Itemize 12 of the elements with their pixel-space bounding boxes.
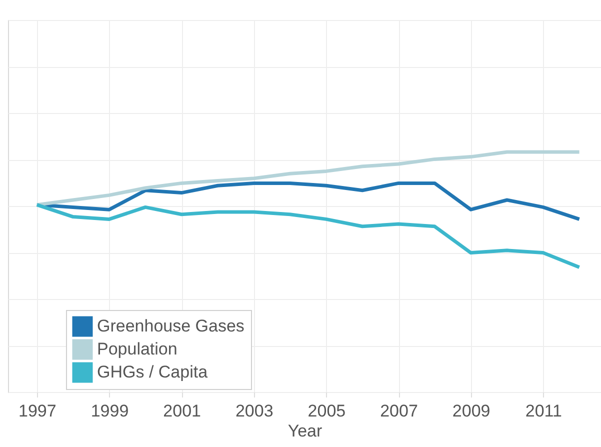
x-tick-label: 2007 — [380, 402, 418, 420]
x-tick-label: 2001 — [163, 402, 201, 420]
x-axis-title: Year — [288, 422, 323, 440]
x-tick-label: 1997 — [18, 402, 56, 420]
legend-label: Population — [97, 340, 178, 358]
legend-label: Greenhouse Gases — [97, 316, 244, 336]
x-tick-label: 2009 — [452, 402, 490, 420]
x-tick-label: 2003 — [235, 402, 274, 420]
x-tick-label: 2011 — [525, 402, 562, 420]
x-tick-label: 1999 — [90, 402, 129, 420]
x-tick-label: 2005 — [308, 402, 346, 420]
legend-label: GHGs / Capita — [97, 362, 208, 382]
